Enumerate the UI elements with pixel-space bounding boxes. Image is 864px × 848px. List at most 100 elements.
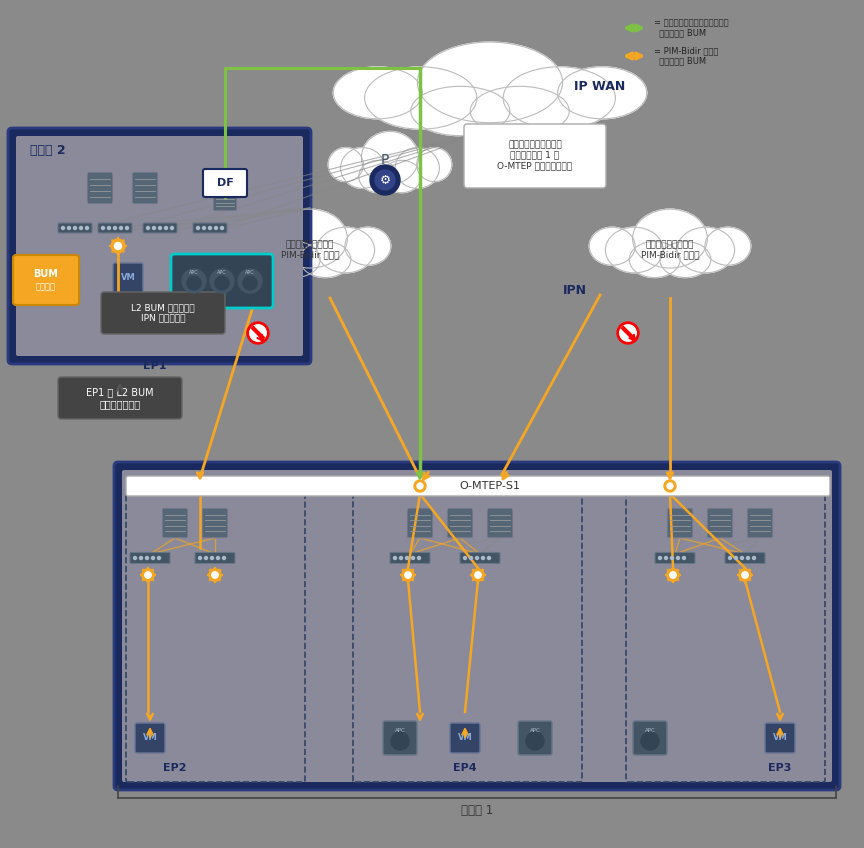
Circle shape [208, 226, 212, 230]
FancyBboxPatch shape [113, 263, 143, 293]
FancyBboxPatch shape [655, 553, 695, 564]
Ellipse shape [340, 148, 384, 188]
Ellipse shape [382, 160, 421, 192]
Circle shape [734, 556, 738, 560]
Ellipse shape [334, 67, 422, 119]
FancyBboxPatch shape [213, 191, 237, 211]
Ellipse shape [300, 242, 351, 277]
FancyBboxPatch shape [193, 223, 227, 233]
Text: APC: APC [530, 728, 540, 733]
Circle shape [463, 556, 467, 560]
FancyBboxPatch shape [132, 172, 158, 204]
Circle shape [667, 569, 679, 581]
Circle shape [205, 556, 207, 560]
Circle shape [217, 556, 219, 560]
Circle shape [187, 276, 201, 290]
Circle shape [142, 569, 154, 581]
Circle shape [641, 732, 659, 750]
Ellipse shape [273, 209, 347, 268]
Circle shape [405, 572, 411, 578]
Text: APC: APC [189, 270, 199, 275]
Ellipse shape [410, 86, 510, 136]
FancyBboxPatch shape [407, 508, 433, 538]
Text: EP1 が L2 BUM
フレームを生成: EP1 が L2 BUM フレームを生成 [86, 388, 154, 409]
Circle shape [209, 569, 221, 581]
Circle shape [164, 226, 168, 230]
Circle shape [664, 556, 668, 560]
Text: サイト 2: サイト 2 [30, 144, 66, 157]
Circle shape [728, 556, 732, 560]
FancyBboxPatch shape [98, 223, 132, 233]
Circle shape [145, 572, 151, 578]
FancyBboxPatch shape [130, 553, 170, 564]
Circle shape [658, 556, 662, 560]
Circle shape [475, 572, 481, 578]
Circle shape [157, 556, 161, 560]
Ellipse shape [270, 242, 321, 277]
Circle shape [111, 239, 125, 253]
Text: VM: VM [121, 274, 136, 282]
Text: APC: APC [217, 270, 227, 275]
Ellipse shape [589, 227, 635, 265]
Text: フレーム: フレーム [36, 282, 56, 292]
Circle shape [405, 556, 409, 560]
Circle shape [742, 572, 748, 578]
FancyBboxPatch shape [518, 721, 552, 755]
Circle shape [526, 732, 544, 750]
Ellipse shape [660, 242, 711, 277]
Circle shape [753, 556, 755, 560]
Ellipse shape [606, 227, 664, 273]
Circle shape [402, 569, 414, 581]
Text: EP2: EP2 [163, 763, 187, 773]
Circle shape [61, 226, 65, 230]
Ellipse shape [359, 160, 397, 192]
Circle shape [151, 556, 155, 560]
Circle shape [145, 572, 151, 578]
Ellipse shape [361, 131, 418, 184]
Ellipse shape [317, 227, 375, 273]
Circle shape [393, 556, 397, 560]
Circle shape [619, 325, 636, 341]
Ellipse shape [705, 227, 751, 265]
Circle shape [220, 226, 224, 230]
Circle shape [370, 165, 400, 195]
FancyBboxPatch shape [114, 462, 840, 790]
FancyBboxPatch shape [487, 508, 513, 538]
Ellipse shape [328, 148, 364, 181]
Circle shape [139, 556, 143, 560]
Circle shape [670, 572, 676, 578]
Circle shape [683, 556, 685, 560]
Text: VM: VM [772, 734, 787, 743]
Circle shape [196, 226, 200, 230]
Circle shape [134, 556, 137, 560]
Circle shape [399, 556, 403, 560]
Text: APC: APC [395, 728, 405, 733]
Circle shape [617, 322, 639, 344]
FancyBboxPatch shape [126, 476, 830, 496]
Circle shape [670, 556, 674, 560]
Circle shape [670, 572, 676, 578]
Ellipse shape [345, 227, 391, 265]
Circle shape [113, 226, 117, 230]
Ellipse shape [395, 148, 440, 188]
FancyBboxPatch shape [87, 172, 113, 204]
FancyBboxPatch shape [122, 470, 832, 782]
FancyBboxPatch shape [447, 508, 473, 538]
Circle shape [158, 226, 162, 230]
Circle shape [243, 276, 257, 290]
Ellipse shape [629, 242, 680, 277]
FancyBboxPatch shape [747, 508, 773, 538]
FancyBboxPatch shape [13, 255, 79, 305]
Circle shape [247, 322, 269, 344]
Text: VM: VM [143, 734, 157, 743]
Circle shape [664, 480, 676, 492]
FancyBboxPatch shape [460, 553, 500, 564]
Circle shape [199, 556, 201, 560]
Circle shape [73, 226, 77, 230]
Ellipse shape [470, 86, 569, 136]
Circle shape [250, 325, 266, 341]
Ellipse shape [416, 148, 452, 181]
Circle shape [402, 569, 414, 581]
Circle shape [481, 556, 485, 560]
Text: VM: VM [458, 734, 473, 743]
